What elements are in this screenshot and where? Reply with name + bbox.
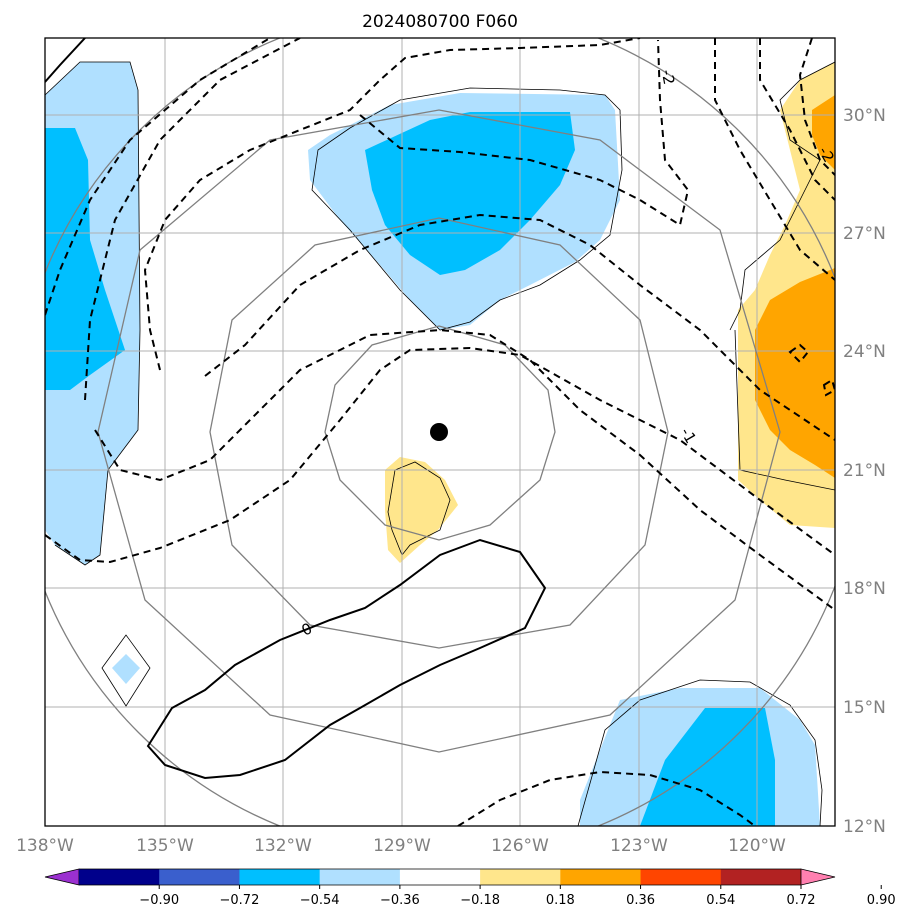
colorbar-segment <box>399 869 481 885</box>
colorbar-tick-label: 0.90 <box>867 893 896 908</box>
solid-contours <box>45 38 547 780</box>
colorbar-tick-label: −0.72 <box>220 893 260 908</box>
colorbar-extend-low <box>44 868 80 886</box>
contour-label-minus-2: -2 <box>658 68 678 86</box>
colorbar-tick-label: −0.54 <box>300 893 340 908</box>
colorbar-segment <box>720 869 802 885</box>
lat-label: 12°N <box>843 817 886 837</box>
lat-label: 21°N <box>843 461 886 481</box>
contour-label-minus-1: -1 <box>677 425 700 447</box>
lon-label: 135°W <box>136 836 194 856</box>
colorbar-segment <box>319 869 401 885</box>
colorbar-extend-high <box>800 868 836 886</box>
colorbar-segment <box>159 869 240 885</box>
shading-negative-medium <box>45 112 775 826</box>
colorbar-segment <box>239 869 321 885</box>
colorbar-segment <box>560 869 642 885</box>
lon-label: 126°W <box>491 836 549 856</box>
colorbar-tick-label: 0.72 <box>787 893 816 908</box>
colorbar-segment <box>640 869 722 885</box>
lat-label: 24°N <box>843 342 886 362</box>
lon-label: 120°W <box>728 836 786 856</box>
colorbar-segment <box>79 869 160 885</box>
lat-label: 30°N <box>843 106 886 126</box>
lon-label: 129°W <box>373 836 431 856</box>
colorbar-tick-label: −0.90 <box>139 893 179 908</box>
lon-label: 138°W <box>16 836 74 856</box>
colorbar-tick-label: 0.54 <box>706 893 735 908</box>
map-title: 2024080700 F060 <box>362 12 518 32</box>
lat-label: 18°N <box>843 579 886 599</box>
colorbar-tick-label: −0.18 <box>460 893 500 908</box>
range-rings <box>45 38 835 826</box>
contour-label-zero: 0 <box>299 619 315 639</box>
lon-label: 123°W <box>610 836 668 856</box>
grid-lines <box>45 38 835 826</box>
storm-center-dot <box>430 423 448 441</box>
colorbar: −0.90 −0.72 −0.54 −0.36 −0.18 0.18 0.36 0.54 0.7… <box>44 868 896 908</box>
map-plot-area: -2 -1 0 -2 <box>45 38 838 826</box>
colorbar-tick-label: 0.18 <box>546 893 575 908</box>
colorbar-frame <box>79 868 801 886</box>
lat-label: 27°N <box>843 224 886 244</box>
lon-label: 132°W <box>254 836 312 856</box>
colorbar-tick-label: 0.36 <box>626 893 655 908</box>
dashed-contours <box>45 38 835 826</box>
shading-outlines <box>45 61 835 826</box>
lat-label: 15°N <box>843 698 886 718</box>
contour-label-minus-2-right: -2 <box>815 144 838 166</box>
latitude-labels: 30°N 27°N 24°N 21°N 18°N 15°N 12°N <box>843 106 886 837</box>
colorbar-segment <box>480 869 561 885</box>
colorbar-tick-label: −0.36 <box>380 893 420 908</box>
longitude-labels: 138°W 135°W 132°W 129°W 126°W 123°W 120°… <box>16 836 786 856</box>
plot-frame <box>44 37 836 827</box>
